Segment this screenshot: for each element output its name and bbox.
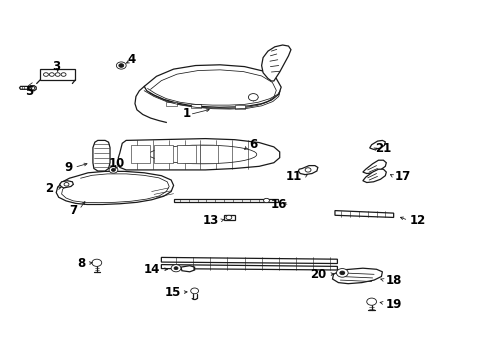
Circle shape bbox=[339, 271, 344, 275]
Polygon shape bbox=[181, 266, 194, 272]
Bar bbox=[166, 102, 177, 106]
Bar bbox=[154, 145, 172, 163]
Bar bbox=[190, 104, 201, 108]
Circle shape bbox=[64, 183, 69, 186]
Text: 19: 19 bbox=[385, 298, 401, 311]
Circle shape bbox=[43, 73, 48, 76]
Circle shape bbox=[55, 73, 60, 76]
Circle shape bbox=[119, 64, 123, 67]
Polygon shape bbox=[161, 257, 337, 264]
Circle shape bbox=[30, 86, 35, 90]
Bar bbox=[131, 145, 149, 163]
Text: 16: 16 bbox=[271, 198, 287, 211]
Circle shape bbox=[109, 167, 118, 173]
Circle shape bbox=[116, 62, 126, 69]
Polygon shape bbox=[362, 169, 386, 183]
Text: 8: 8 bbox=[77, 257, 85, 270]
Circle shape bbox=[111, 168, 115, 171]
Circle shape bbox=[49, 73, 54, 76]
Circle shape bbox=[171, 265, 181, 272]
Polygon shape bbox=[56, 171, 173, 204]
Polygon shape bbox=[332, 268, 382, 284]
Polygon shape bbox=[362, 160, 386, 174]
Text: 7: 7 bbox=[69, 204, 77, 217]
Polygon shape bbox=[261, 45, 290, 81]
Polygon shape bbox=[93, 140, 110, 171]
Text: 9: 9 bbox=[64, 161, 72, 174]
Polygon shape bbox=[60, 181, 73, 188]
Polygon shape bbox=[20, 86, 30, 89]
Polygon shape bbox=[298, 166, 317, 175]
Polygon shape bbox=[28, 86, 36, 91]
Bar bbox=[224, 215, 234, 220]
Polygon shape bbox=[173, 199, 277, 202]
Bar bbox=[177, 145, 195, 163]
Text: 3: 3 bbox=[52, 60, 60, 73]
Text: 4: 4 bbox=[128, 53, 136, 66]
Bar bbox=[40, 69, 75, 80]
Circle shape bbox=[336, 269, 347, 277]
Text: 21: 21 bbox=[375, 142, 391, 155]
Text: 13: 13 bbox=[203, 214, 219, 227]
Circle shape bbox=[263, 198, 269, 203]
Circle shape bbox=[190, 288, 198, 294]
Circle shape bbox=[61, 73, 66, 76]
Text: 18: 18 bbox=[385, 274, 401, 287]
Circle shape bbox=[92, 259, 102, 266]
Polygon shape bbox=[161, 265, 337, 270]
Text: 2: 2 bbox=[44, 183, 53, 195]
Text: 17: 17 bbox=[394, 170, 410, 183]
Text: 1: 1 bbox=[182, 107, 190, 120]
Circle shape bbox=[225, 215, 231, 220]
Text: 5: 5 bbox=[25, 85, 33, 98]
Polygon shape bbox=[144, 65, 281, 107]
Polygon shape bbox=[369, 140, 385, 149]
Text: 6: 6 bbox=[249, 138, 257, 151]
Circle shape bbox=[248, 94, 258, 101]
Text: 20: 20 bbox=[310, 268, 326, 281]
Text: 10: 10 bbox=[108, 157, 124, 170]
Ellipse shape bbox=[149, 145, 256, 164]
Text: 11: 11 bbox=[285, 170, 302, 183]
Bar bbox=[234, 105, 245, 109]
Text: 15: 15 bbox=[164, 286, 181, 299]
Text: 12: 12 bbox=[409, 214, 425, 227]
Bar bbox=[199, 145, 218, 163]
Polygon shape bbox=[334, 211, 393, 217]
Polygon shape bbox=[118, 139, 279, 170]
Circle shape bbox=[174, 267, 178, 270]
Text: 14: 14 bbox=[144, 263, 160, 276]
Circle shape bbox=[305, 168, 310, 172]
Circle shape bbox=[366, 298, 376, 305]
